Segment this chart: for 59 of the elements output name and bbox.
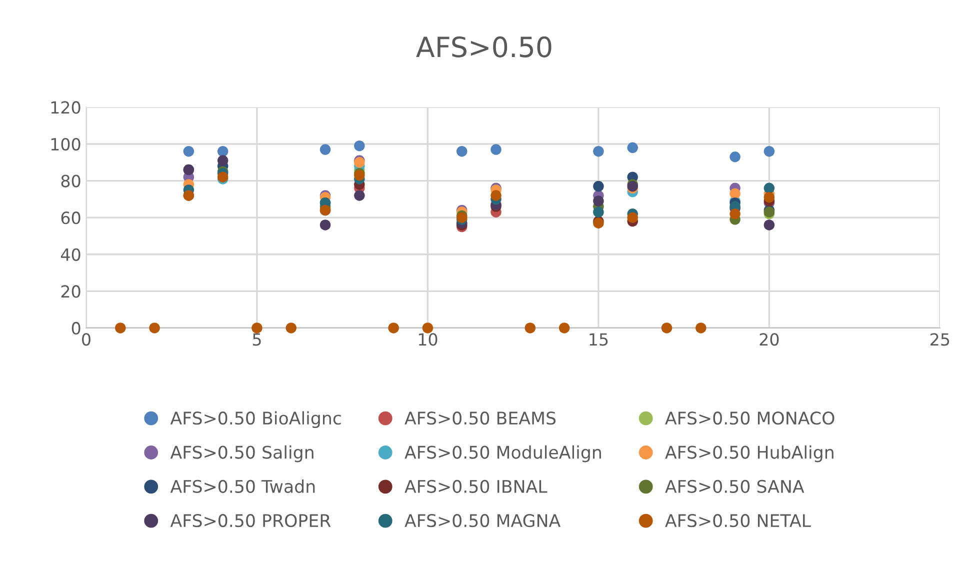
- point: [593, 146, 604, 157]
- point: [490, 144, 502, 155]
- x-tick-label: 10: [418, 333, 438, 346]
- point: [558, 322, 570, 334]
- point: [627, 212, 638, 223]
- point: [764, 192, 775, 203]
- legend-label: AFS>0.50 Twadn: [170, 480, 315, 493]
- point: [183, 146, 194, 157]
- legend-label: AFS>0.50 SANA: [665, 480, 804, 493]
- legend-label: AFS>0.50 IBNAL: [404, 480, 548, 493]
- point: [422, 322, 434, 334]
- legend-label: AFS>0.50 ModuleAlign: [404, 445, 601, 462]
- point: [696, 322, 706, 334]
- point: [764, 182, 775, 194]
- point: [524, 322, 536, 334]
- point: [661, 322, 672, 334]
- point: [252, 322, 262, 334]
- point: [115, 322, 126, 334]
- x-tick-label: 5: [252, 333, 261, 346]
- point: [354, 190, 365, 201]
- x-tick-label: 20: [760, 333, 779, 346]
- y-tick-label: 120: [51, 101, 80, 114]
- legend-label: AFS>0.50 BEAMS: [404, 412, 556, 425]
- y-tick-label: 60: [61, 212, 80, 224]
- point: [490, 190, 502, 201]
- x-tick-label: 25: [930, 333, 950, 346]
- point: [354, 140, 365, 152]
- point: [764, 220, 775, 230]
- point: [217, 155, 228, 166]
- legend-label: AFS>0.50 PROPER: [170, 514, 331, 528]
- point: [593, 180, 604, 192]
- legend-label: AFS>0.50 MAGNA: [404, 514, 560, 528]
- legend-label: AFS>0.50 MONACO: [665, 412, 834, 425]
- point: [217, 146, 228, 157]
- y-tick-label: 40: [60, 248, 80, 261]
- point: [320, 220, 331, 230]
- y-tick-label: 0: [72, 322, 80, 335]
- point: [286, 322, 297, 334]
- legend-label: AFS>0.50 BioAlignc: [170, 411, 341, 428]
- point: [593, 196, 604, 206]
- point: [593, 206, 604, 218]
- point: [730, 151, 740, 162]
- y-tick-label: 100: [51, 138, 80, 151]
- x-tick-label: 15: [590, 333, 608, 346]
- y-tick-label: 80: [61, 174, 80, 188]
- point: [730, 188, 740, 200]
- point: [388, 322, 399, 334]
- point: [456, 146, 468, 157]
- legend-label: AFS>0.50 HubAlign: [665, 445, 834, 462]
- x-tick-label: 0: [82, 333, 90, 346]
- chart-title: AFS>0.50: [416, 36, 552, 58]
- legend-label: AFS>0.50 NETAL: [665, 514, 811, 528]
- point: [149, 322, 160, 334]
- point: [627, 142, 638, 154]
- y-tick-label: 20: [61, 285, 80, 298]
- point: [730, 208, 740, 220]
- point: [320, 144, 331, 155]
- point: [764, 146, 775, 157]
- legend-label: AFS>0.50 Salign: [170, 445, 314, 462]
